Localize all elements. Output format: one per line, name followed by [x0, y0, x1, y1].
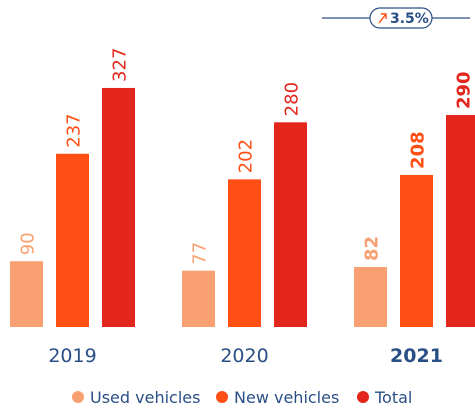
value-label: 208	[408, 131, 429, 169]
value-label: 237	[64, 113, 85, 147]
bar	[446, 115, 475, 327]
legend-swatch	[357, 391, 369, 403]
legend-label: Total	[374, 388, 412, 407]
value-label: 280	[282, 82, 303, 116]
bar	[56, 153, 89, 327]
x-tick-label: 2021	[390, 345, 443, 367]
value-label: 327	[110, 48, 131, 82]
legend-swatch	[72, 391, 84, 403]
value-label: 202	[236, 139, 257, 173]
legend-label: Used vehicles	[90, 388, 200, 407]
legend-swatch	[216, 391, 228, 403]
bar	[228, 179, 261, 327]
value-label: 290	[454, 71, 475, 109]
x-tick-label: 2019	[48, 345, 96, 367]
growth-annotation: 3.5%	[322, 7, 470, 29]
bar	[400, 174, 433, 327]
x-tick-label: 2020	[220, 345, 268, 367]
bar	[354, 267, 387, 327]
value-label: 82	[362, 236, 383, 261]
bar	[274, 122, 307, 327]
value-label: 77	[190, 242, 211, 265]
annotation-pill	[369, 7, 433, 29]
annotation-text: 3.5%	[390, 11, 429, 27]
bar	[102, 87, 135, 327]
legend-label: New vehicles	[234, 388, 339, 407]
arrow-icon	[378, 13, 387, 24]
value-label: 90	[18, 232, 39, 255]
bar	[182, 270, 215, 327]
bar	[10, 261, 43, 327]
